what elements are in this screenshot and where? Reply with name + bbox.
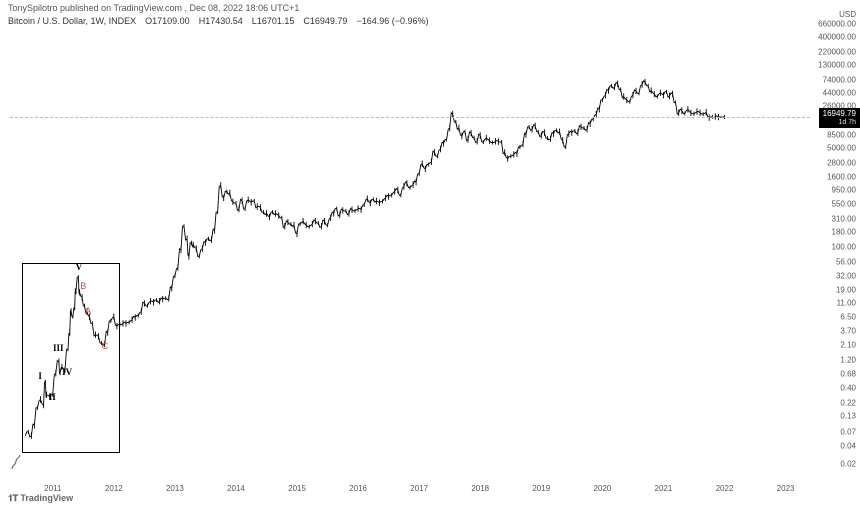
elliott-corrective-label: B bbox=[80, 281, 86, 291]
y-tick: 0.13 bbox=[840, 412, 856, 421]
y-tick: 2.10 bbox=[840, 341, 856, 350]
y-tick: 5000.00 bbox=[827, 144, 856, 153]
y-tick: 6.50 bbox=[840, 312, 856, 321]
x-tick: 2017 bbox=[410, 484, 428, 493]
x-tick: 2022 bbox=[716, 484, 734, 493]
y-tick: 550.00 bbox=[832, 200, 856, 209]
y-tick: 8500.00 bbox=[827, 130, 856, 139]
y-tick: 310.00 bbox=[832, 214, 856, 223]
drawing-tool-icon bbox=[10, 453, 24, 476]
current-price-badge: 16949.79 1d 7h bbox=[819, 108, 860, 128]
y-tick: 400000.00 bbox=[818, 32, 856, 41]
y-axis-header: USD bbox=[839, 10, 856, 19]
x-tick: 2015 bbox=[288, 484, 306, 493]
y-axis: USD 660000.00 400000.00 220000.00 130000.00… bbox=[810, 10, 860, 486]
y-tick: 0.68 bbox=[840, 370, 856, 379]
y-tick: 44000.00 bbox=[823, 88, 856, 97]
x-tick: 2019 bbox=[532, 484, 550, 493]
y-tick: 74000.00 bbox=[823, 75, 856, 84]
y-tick: 220000.00 bbox=[818, 47, 856, 56]
x-tick: 2014 bbox=[227, 484, 245, 493]
x-tick: 2021 bbox=[655, 484, 673, 493]
x-tick: 2023 bbox=[777, 484, 795, 493]
y-tick: 0.40 bbox=[840, 383, 856, 392]
y-tick: 2800.00 bbox=[827, 158, 856, 167]
elliott-corrective-label: A bbox=[85, 306, 91, 316]
elliott-wave-label: II bbox=[49, 392, 56, 402]
elliott-wave-label: I bbox=[38, 371, 42, 381]
y-tick: 11.00 bbox=[837, 299, 856, 308]
tradingview-watermark: 𝟏𝐓 TradingView bbox=[8, 493, 73, 504]
price-chart[interactable] bbox=[10, 10, 810, 480]
elliott-corrective-label: C bbox=[102, 341, 109, 351]
highlight-rectangle[interactable] bbox=[22, 263, 120, 454]
y-tick: 56.00 bbox=[836, 258, 856, 267]
x-axis: 2011 2012 2013 2014 2015 2016 2017 2018 2019 2020… bbox=[10, 484, 810, 496]
y-tick: 660000.00 bbox=[818, 20, 856, 29]
y-tick: 3.70 bbox=[840, 327, 856, 336]
bar-countdown: 1d 7h bbox=[823, 119, 856, 127]
x-tick: 2016 bbox=[349, 484, 367, 493]
elliott-wave-label: III bbox=[53, 343, 64, 353]
y-tick: 19.00 bbox=[836, 285, 856, 294]
y-tick: 1.20 bbox=[840, 355, 856, 364]
x-tick: 2020 bbox=[593, 484, 611, 493]
y-tick: 0.07 bbox=[840, 427, 856, 436]
y-tick: 950.00 bbox=[832, 186, 856, 195]
current-price-line bbox=[10, 117, 810, 118]
y-tick: 100.00 bbox=[832, 243, 856, 252]
y-tick: 0.02 bbox=[840, 459, 856, 468]
x-tick: 2018 bbox=[471, 484, 489, 493]
elliott-wave-label: V bbox=[76, 262, 83, 272]
current-price-value: 16949.79 bbox=[823, 110, 856, 119]
y-tick: 180.00 bbox=[832, 228, 856, 237]
y-tick: 32.00 bbox=[836, 272, 856, 281]
y-tick: 130000.00 bbox=[818, 61, 856, 70]
y-tick: 0.04 bbox=[840, 442, 856, 451]
x-tick: 2011 bbox=[44, 484, 61, 493]
elliott-wave-label: IV bbox=[62, 367, 72, 377]
y-tick: 1600.00 bbox=[827, 172, 856, 181]
y-tick: 0.22 bbox=[840, 398, 856, 407]
x-tick: 2012 bbox=[105, 484, 123, 493]
x-tick: 2013 bbox=[166, 484, 184, 493]
